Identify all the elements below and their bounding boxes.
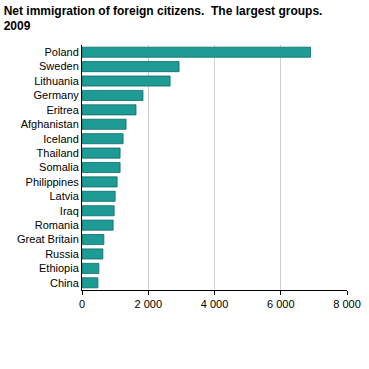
svg-text:4 000: 4 000 bbox=[201, 298, 229, 310]
svg-text:0: 0 bbox=[79, 298, 85, 310]
svg-text:Germany: Germany bbox=[34, 89, 80, 101]
svg-text:Latvia: Latvia bbox=[49, 190, 79, 202]
svg-text:2 000: 2 000 bbox=[134, 298, 162, 310]
svg-text:Great Britain: Great Britain bbox=[17, 233, 79, 245]
svg-text:China: China bbox=[50, 277, 80, 289]
svg-text:Eritrea: Eritrea bbox=[46, 104, 79, 116]
svg-text:Romania: Romania bbox=[35, 219, 80, 231]
svg-text:Russia: Russia bbox=[45, 248, 80, 260]
svg-text:Lithuania: Lithuania bbox=[34, 75, 80, 87]
svg-text:Iceland: Iceland bbox=[43, 133, 78, 145]
svg-text:Philippines: Philippines bbox=[26, 176, 80, 188]
svg-text:Ethiopia: Ethiopia bbox=[39, 262, 80, 274]
svg-text:Iraq: Iraq bbox=[60, 205, 79, 217]
svg-text:6 000: 6 000 bbox=[267, 298, 295, 310]
svg-text:Thailand: Thailand bbox=[37, 147, 79, 159]
svg-text:Sweden: Sweden bbox=[39, 60, 79, 72]
svg-text:8 000: 8 000 bbox=[333, 298, 361, 310]
svg-text:Net immigration of foreign cit: Net immigration of foreign citizens. The… bbox=[4, 4, 323, 34]
svg-text:Poland: Poland bbox=[45, 46, 79, 58]
svg-text:Afghanistan: Afghanistan bbox=[21, 118, 79, 130]
svg-text:Somalia: Somalia bbox=[39, 161, 80, 173]
